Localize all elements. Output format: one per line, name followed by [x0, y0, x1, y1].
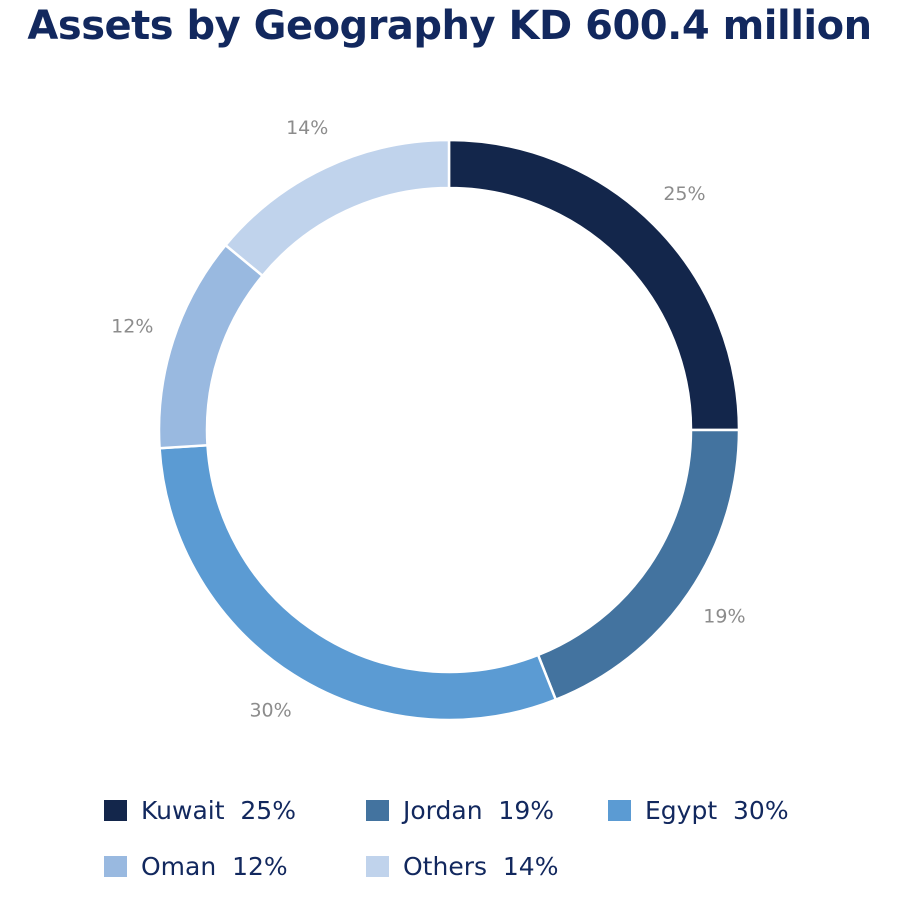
legend-label: Kuwait 25% [141, 795, 296, 825]
donut-slice-others [223, 138, 451, 278]
legend-swatch [104, 855, 127, 877]
legend-swatch [104, 799, 127, 821]
legend-item-jordan: Jordan 19% [366, 794, 554, 826]
legend-item-oman: Oman 12% [104, 850, 288, 882]
legend-item-others: Others 14% [366, 850, 558, 882]
legend-label: Egypt 30% [645, 795, 789, 825]
legend-item-egypt: Egypt 30% [608, 794, 789, 826]
chart-title: Assets by Geography KD 600.4 million [27, 3, 872, 49]
donut-slice-jordan [536, 428, 741, 702]
donut-slice-egypt [158, 443, 558, 722]
legend-item-kuwait: Kuwait 25% [104, 794, 296, 826]
slice-label-jordan: 19% [703, 606, 745, 628]
legend-label: Jordan 19% [403, 795, 555, 825]
legend-label: Others 14% [403, 851, 559, 881]
legend-swatch [366, 855, 389, 877]
legend-swatch [366, 799, 389, 821]
slice-label-others: 14% [286, 117, 328, 139]
legend-swatch [608, 799, 631, 821]
legend-label: Oman 12% [141, 851, 288, 881]
slice-label-kuwait: 25% [663, 183, 705, 205]
slice-label-egypt: 30% [249, 700, 291, 722]
slice-label-oman: 12% [111, 316, 153, 338]
donut-slice-oman [157, 243, 265, 450]
